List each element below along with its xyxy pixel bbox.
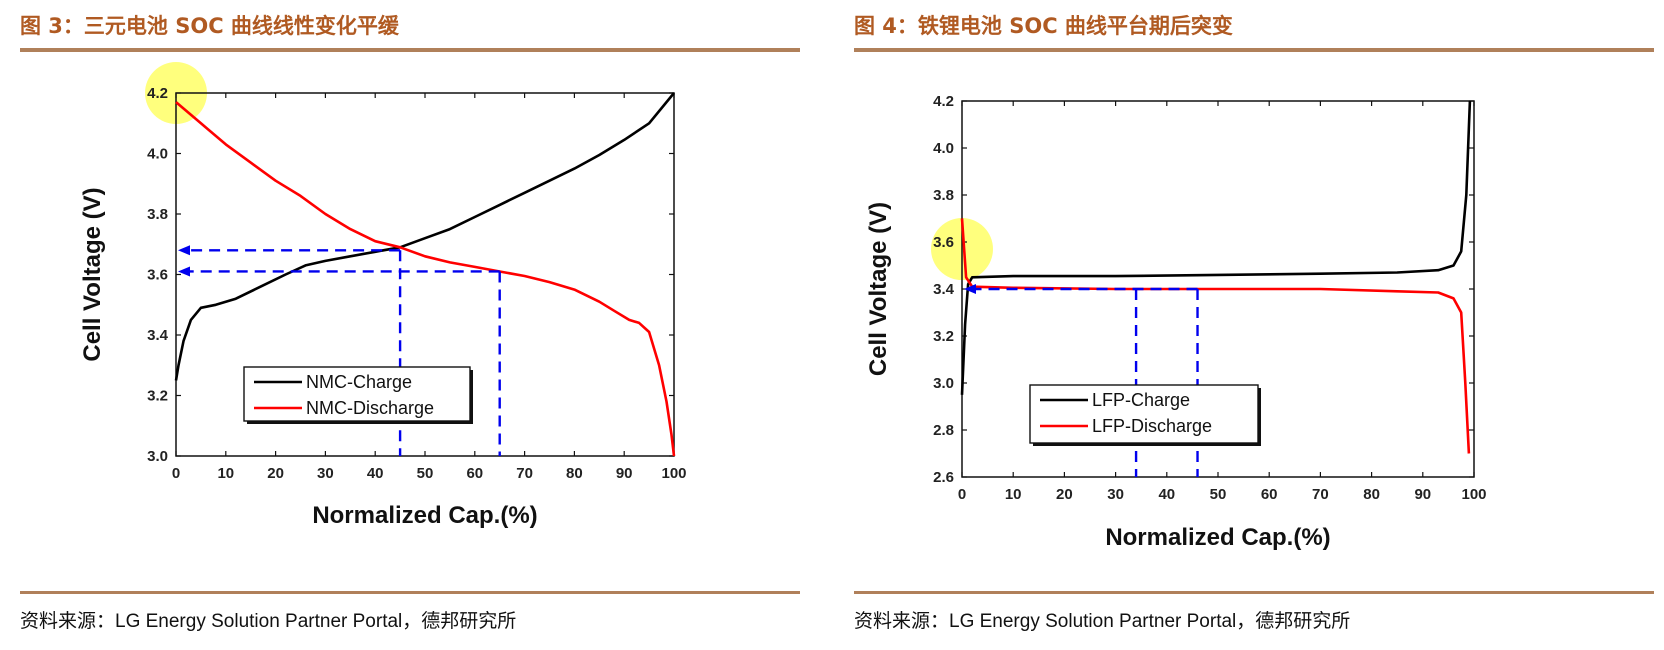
series-line-nmc-charge xyxy=(174,92,676,381)
y-tick-label: 3.4 xyxy=(933,281,955,298)
x-tick-label: 100 xyxy=(1461,486,1486,503)
legend-label: NMC-Discharge xyxy=(306,398,434,418)
series-line-nmc-discharge xyxy=(175,101,676,457)
legend-label: LFP-Charge xyxy=(1092,390,1190,410)
x-tick-label: 40 xyxy=(1158,486,1175,503)
figure-4-top-rule xyxy=(854,48,1654,52)
series-line-lfp-charge xyxy=(960,100,1472,395)
y-tick-label: 3.0 xyxy=(147,448,168,465)
x-tick-label: 20 xyxy=(1056,486,1073,503)
y-tick-label: 3.2 xyxy=(933,328,954,345)
x-axis-title: Normalized Cap.(%) xyxy=(1105,524,1330,551)
legend-box xyxy=(1029,384,1259,444)
x-tick-label: 80 xyxy=(566,465,583,482)
legend-label: NMC-Charge xyxy=(306,372,412,392)
x-tick-label: 80 xyxy=(1363,486,1380,503)
y-tick-label: 3.8 xyxy=(933,187,954,204)
y-axis-title: Cell Voltage (V) xyxy=(79,187,106,361)
x-tick-label: 0 xyxy=(172,465,180,482)
x-tick-label: 30 xyxy=(317,465,334,482)
legend-label: LFP-Discharge xyxy=(1092,416,1212,436)
y-tick-label: 3.6 xyxy=(933,234,954,251)
x-tick-label: 10 xyxy=(1005,486,1022,503)
x-tick-label: 90 xyxy=(616,465,633,482)
figure-4-title: 图 4：铁锂电池 SOC 曲线平台期后突变 xyxy=(854,14,1233,38)
guide-arrowhead xyxy=(178,245,190,256)
x-tick-label: 60 xyxy=(466,465,483,482)
legend-box xyxy=(243,366,471,422)
x-tick-label: 0 xyxy=(958,486,966,503)
y-tick-label: 2.6 xyxy=(933,469,954,486)
figure-3-bottom-rule xyxy=(20,591,800,594)
x-tick-label: 50 xyxy=(417,465,434,482)
y-axis-title: Cell Voltage (V) xyxy=(865,202,892,376)
guide-arrowhead xyxy=(964,284,976,294)
x-tick-label: 30 xyxy=(1107,486,1124,503)
y-tick-label: 2.8 xyxy=(933,422,954,439)
y-tick-label: 4.0 xyxy=(147,146,168,163)
y-tick-label: 3.8 xyxy=(147,206,168,223)
x-tick-label: 40 xyxy=(367,465,384,482)
x-tick-label: 10 xyxy=(217,465,234,482)
figure-3-source: 资料来源：LG Energy Solution Partner Portal，德… xyxy=(20,611,517,632)
y-tick-label: 3.4 xyxy=(147,327,169,344)
x-tick-label: 20 xyxy=(267,465,284,482)
figure-4-bottom-rule xyxy=(854,591,1654,594)
x-tick-label: 70 xyxy=(1312,486,1329,503)
figure-4-source: 资料来源：LG Energy Solution Partner Portal，德… xyxy=(854,611,1351,632)
y-tick-label: 4.2 xyxy=(147,85,168,102)
figure-4-chart: 2.6 2.8 3.0 3.2 3.4 3.6 3.8 4.0 4.2 0 10 20 30 40 50 60… xyxy=(865,93,1487,551)
y-tick-label: 3.6 xyxy=(147,267,168,284)
figure-4-panel: 图 4：铁锂电池 SOC 曲线平台期后突变 2.6 2.8 3.0 3.2 3.4 3.6… xyxy=(838,0,1664,650)
figure-3-top-rule xyxy=(20,48,800,52)
guide-arrowhead xyxy=(178,266,190,277)
x-tick-label: 50 xyxy=(1210,486,1227,503)
y-tick-label: 3.2 xyxy=(147,388,168,405)
x-axis-title: Normalized Cap.(%) xyxy=(312,502,537,529)
figure-3-title: 图 3：三元电池 SOC 曲线线性变化平缓 xyxy=(20,14,399,38)
y-tick-label: 3.0 xyxy=(933,375,954,392)
figure-3-chart: 3.0 3.2 3.4 3.6 3.8 4.0 4.2 0 10 20 30 40 50 60 70 80 90… xyxy=(79,62,687,529)
y-tick-label: 4.0 xyxy=(933,140,954,157)
x-tick-label: 100 xyxy=(661,465,686,482)
y-tick-label: 4.2 xyxy=(933,93,954,110)
x-tick-label: 70 xyxy=(516,465,533,482)
figure-3-panel: 图 3：三元电池 SOC 曲线线性变化平缓 3.0 3.2 3.4 3.6 3.8 4.0… xyxy=(0,0,800,650)
x-tick-label: 60 xyxy=(1261,486,1278,503)
x-tick-label: 90 xyxy=(1414,486,1431,503)
